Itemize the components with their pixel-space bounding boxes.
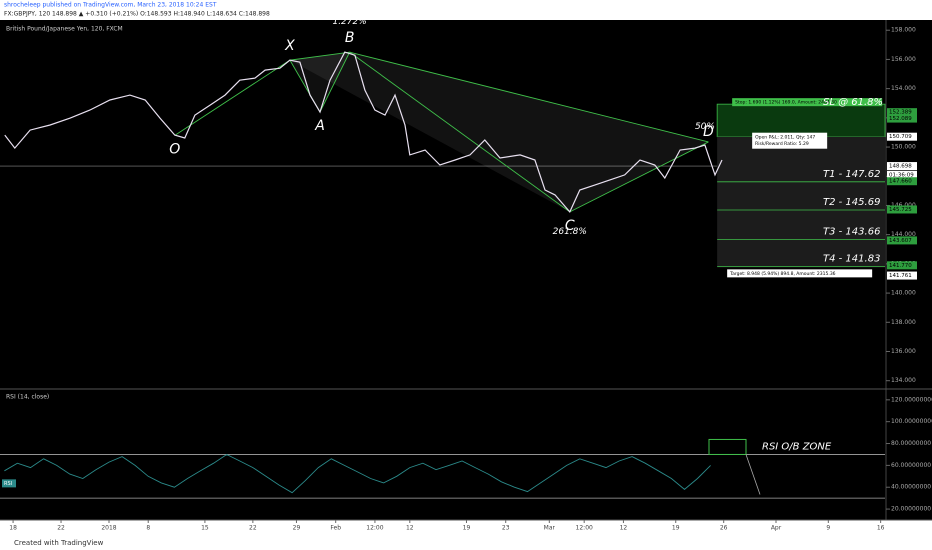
pattern-leg [174,59,291,136]
x-tick-label: 9 [826,525,830,532]
price-label-bg [887,205,917,214]
stop-info-bg [732,98,883,107]
price-label-bg [887,177,917,186]
price-label: 150.709 [889,134,912,140]
x-tick-label: 19 [672,525,680,532]
price-label-bg [887,236,917,245]
x-tick-label: Apr [771,525,782,532]
y-tick-label: 154.000 [891,85,916,92]
y-tick-label: 156.000 [891,56,916,63]
y-tick-label: 136.000 [891,348,916,355]
x-tick-label: 12:00 [366,525,383,532]
x-tick-label: 8 [146,525,150,532]
ob-zone-box [708,438,747,455]
pnl-text: Open P&L: 2.011, Qty: 147 [755,135,815,141]
x-tick-label: 16 [877,525,885,532]
ob-zone-text: RSI O/B ZONE [762,441,832,452]
price-label: 152.089 [889,116,912,122]
y-tick-label: 40.00000000 [891,484,931,491]
target-info: Target: 8.948 (5.94%) 894.8, Amount: 231… [729,271,836,277]
ob-arrow [745,454,761,495]
pattern-label: C [565,218,575,234]
x-tick-label: 2018 [101,525,116,532]
price-label: 148.698 [889,164,912,170]
ratio-label: 261.8% [553,227,587,237]
price-line [4,51,723,213]
x-tick-label: Mar [544,525,556,532]
ratio-label: 50% [695,122,715,132]
price-label: 152.389 [889,110,912,116]
chart-title: British Pound/Japanese Yen, 120, FXCM [6,26,123,33]
target-zone [717,136,885,268]
rsi-line [4,453,711,494]
y-tick-label: 120.00000000 [891,396,932,403]
price-label-bg [887,271,917,280]
x-tick-label: 12 [406,525,414,532]
price-label: 143.607 [889,238,912,244]
pattern-leg [569,141,709,213]
target-info-bg [727,269,873,278]
y-tick-label: 80.00000000 [891,440,931,447]
x-tick-label: 12:00 [576,525,593,532]
rsi-last-bg [2,479,16,488]
price-label-bg [887,162,917,171]
x-tick-label: 23 [502,525,510,532]
x-tick-label: Feb [330,525,341,532]
price-label-bg [887,132,917,141]
stop-zone [716,103,886,138]
price-label-bg [887,261,917,270]
publisher: shrocheleep published on TradingView.com… [4,2,217,9]
rr-text: Risk/Reward Ratio: 5.29 [755,141,809,147]
y-tick-label: 140.000 [891,290,916,297]
y-tick-label: 134.000 [891,377,916,384]
symbol-line: FX:GBPJPY, 120 148.898 ▲ +0.310 (+0.21%)… [4,11,270,18]
target-label: T3 - 143.66 [823,227,880,238]
y-tick-label: 20.00000000 [891,506,931,513]
pattern-leg [349,51,571,213]
rsi-title: RSI (14, close) [6,394,49,401]
y-tick-label: 150.000 [891,144,916,151]
x-tick-label: 18 [9,525,17,532]
price-label-bg [887,114,917,123]
stop-info: Stop: 1.690 (1.12%) 169.0, Amount: 2484.… [735,100,837,106]
price-label: 141.761 [889,273,912,279]
price-label-bg [887,108,917,117]
rsi-last-label: RSI [4,481,12,487]
price-label: 01:36:09 [889,172,914,178]
pattern-xab [289,51,351,113]
x-tick-label: 29 [293,525,301,532]
price-label: 141.770 [889,263,912,269]
ratio-label: 1.272% [332,17,366,27]
axis-bg [886,20,932,520]
target-label: T4 - 141.83 [823,253,880,264]
y-tick-label: 60.00000000 [891,462,931,469]
pattern-label: A [314,118,325,134]
y-tick-label: 144.000 [891,231,916,238]
pattern-fill [289,52,709,212]
pattern-label: O [169,141,180,157]
pnl-bg [752,132,828,149]
x-tick-label: 19 [463,525,471,532]
x-tick-label: 12 [620,525,628,532]
pattern-label: B [345,30,355,46]
target-label: T2 - 145.69 [823,197,880,208]
pattern-label: X [284,38,295,54]
pattern-leg [349,51,709,143]
x-tick-label: 26 [720,525,728,532]
y-tick-label: 138.000 [891,319,916,326]
stop-text: SL @ 61.8% [823,97,883,108]
footer: Created with TradingView [14,539,104,547]
y-tick-label: 158.000 [891,27,916,34]
price-label-bg [887,170,917,179]
x-tick-label: 22 [57,525,65,532]
y-tick-label: 146.000 [891,202,916,209]
price-label: 147.660 [889,179,912,185]
pattern-label: D [703,124,714,140]
y-tick-label: 100.00000000 [891,418,932,425]
x-tick-label: 22 [249,525,257,532]
target-label: T1 - 147.62 [823,169,880,180]
price-label: 145.725 [889,207,912,213]
x-tick-label: 15 [201,525,209,532]
